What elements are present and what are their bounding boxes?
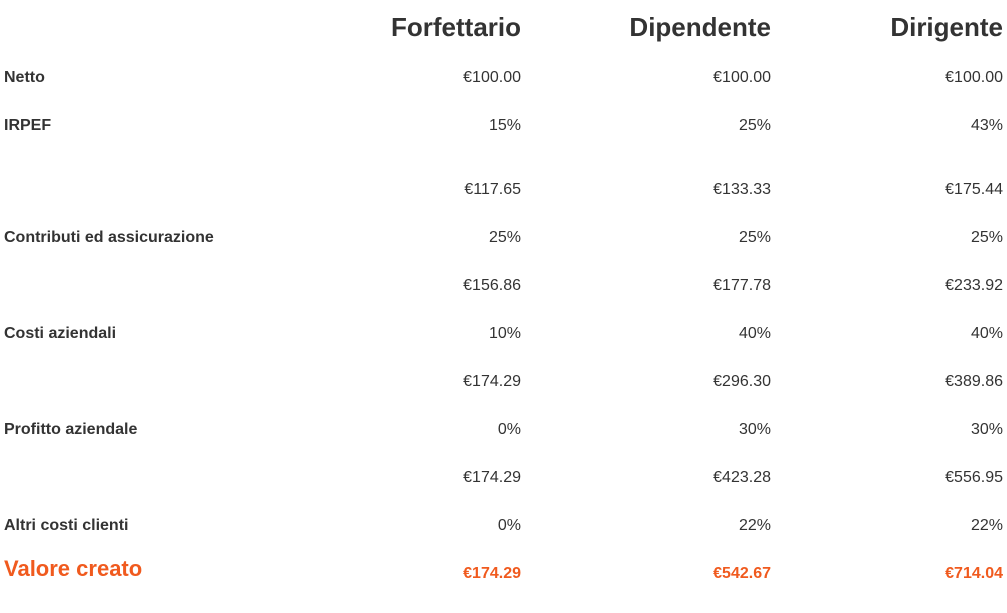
- column-header-dipendente: Dipendente: [629, 11, 771, 42]
- cell-value: 0%: [497, 421, 521, 438]
- table-row-profitto: Profitto aziendale 0% 30% 30%: [0, 406, 1003, 454]
- table-row-after-contributi: €156.86 €177.78 €233.92: [0, 262, 1003, 310]
- cell-value: €556.95: [945, 469, 1003, 486]
- cell-value: €174.29: [463, 373, 521, 390]
- column-header-dirigente: Dirigente: [890, 11, 1003, 42]
- cell-value: 30%: [738, 421, 771, 438]
- table-row-after-profitto: €174.29 €423.28 €556.95: [0, 454, 1003, 502]
- final-cell-value: €174.29: [463, 565, 521, 582]
- cell-value: 25%: [488, 229, 521, 246]
- comparison-table-container: Forfettario Dipendente Dirigente Netto €…: [4, 12, 1003, 583]
- table-row-irpef: IRPEF 15% 25% 43%: [0, 102, 1003, 150]
- cell-value: €133.33: [713, 181, 771, 198]
- cell-value: €117.65: [464, 181, 521, 198]
- cell-value: €156.86: [463, 277, 521, 294]
- spacer-row: [0, 150, 1003, 166]
- header-empty-cell: [0, 0, 271, 54]
- cell-value: 15%: [488, 117, 521, 134]
- table-row-altri-costi: Altri costi clienti 0% 22% 22%: [0, 502, 1003, 550]
- row-label: Costi aziendali: [4, 325, 117, 342]
- cell-value: 40%: [738, 325, 771, 342]
- column-header-forfettario: Forfettario: [391, 11, 521, 42]
- final-cell-value: €542.67: [713, 565, 771, 582]
- cell-value: €100.00: [945, 69, 1003, 86]
- cell-value: 25%: [970, 229, 1003, 246]
- cell-value: €175.44: [945, 181, 1003, 198]
- table-header-row: Forfettario Dipendente Dirigente: [0, 0, 1003, 54]
- row-label: Altri costi clienti: [4, 517, 129, 534]
- cell-value: 30%: [970, 421, 1003, 438]
- table-row-netto: Netto €100.00 €100.00 €100.00: [0, 54, 1003, 102]
- cell-value: €174.29: [463, 469, 521, 486]
- cell-value: €423.28: [713, 469, 771, 486]
- cell-value: 43%: [970, 117, 1003, 134]
- table-row-costi-aziendali: Costi aziendali 10% 40% 40%: [0, 310, 1003, 358]
- row-label: IRPEF: [4, 117, 52, 134]
- cell-value: 40%: [970, 325, 1003, 342]
- final-cell-value: €714.04: [945, 565, 1003, 582]
- cell-value: €233.92: [945, 277, 1003, 294]
- cell-value: €100.00: [713, 69, 771, 86]
- cell-value: €177.78: [713, 277, 771, 294]
- row-label: [0, 358, 271, 406]
- row-label: [0, 262, 271, 310]
- cell-value: 22%: [738, 517, 771, 534]
- final-row-label: Valore creato: [4, 556, 143, 581]
- cell-value: 10%: [488, 325, 521, 342]
- cell-value: 22%: [970, 517, 1003, 534]
- cell-value: 25%: [738, 229, 771, 246]
- row-label: [0, 454, 271, 502]
- table-row-after-irpef: €117.65 €133.33 €175.44: [0, 166, 1003, 214]
- table-row-after-costi: €174.29 €296.30 €389.86: [0, 358, 1003, 406]
- row-label: Netto: [4, 69, 45, 86]
- cell-value: €296.30: [713, 373, 771, 390]
- cell-value: 25%: [738, 117, 771, 134]
- table-row-contributi: Contributi ed assicurazione 25% 25% 25%: [0, 214, 1003, 262]
- table-row-valore-creato: Valore creato €174.29 €542.67 €714.04: [0, 550, 1003, 613]
- row-label: [0, 166, 271, 214]
- row-label: Contributi ed assicurazione: [4, 229, 214, 246]
- cell-value: €100.00: [463, 69, 521, 86]
- cell-value: 0%: [497, 517, 521, 534]
- row-label: Profitto aziendale: [4, 421, 138, 438]
- cell-value: €389.86: [945, 373, 1003, 390]
